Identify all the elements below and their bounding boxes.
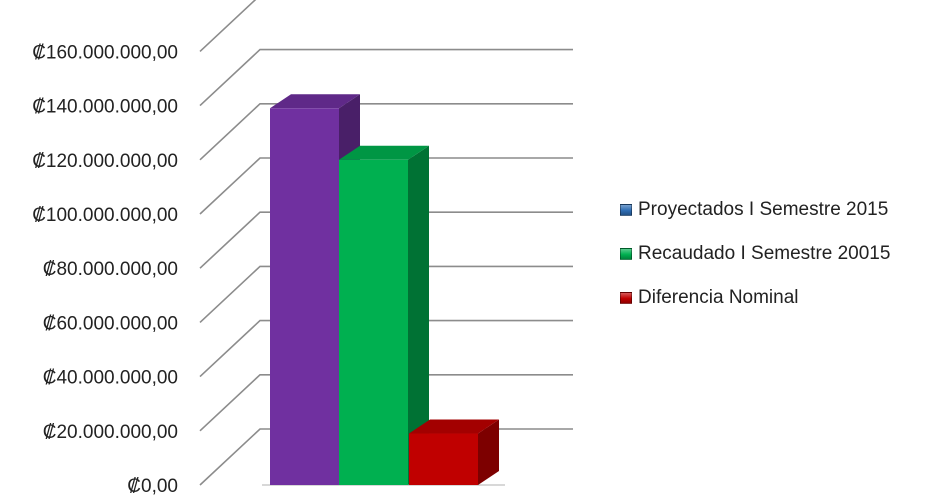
y-tick-label: ₡20.000.000,00	[43, 422, 178, 443]
y-tick-label: ₡40.000.000,00	[43, 368, 178, 389]
y-tick-label: ₡80.000.000,00	[43, 259, 178, 280]
bar	[409, 419, 499, 485]
gridlines	[199, 0, 573, 486]
gridline	[199, 48, 573, 107]
bar-top	[409, 419, 499, 434]
bar-top	[339, 145, 429, 160]
y-tick-label: ₡120.000.000,00	[32, 151, 178, 172]
bar-side	[478, 419, 499, 485]
y-tick-label: ₡0,00	[127, 476, 178, 497]
legend: Proyectados I Semestre 2015 Recaudado I …	[620, 198, 890, 330]
y-tick-label: ₡100.000.000,00	[32, 205, 178, 226]
legend-item-proyectados: Proyectados I Semestre 2015	[620, 198, 890, 222]
gridline	[199, 319, 573, 378]
bar-front	[270, 108, 339, 485]
bar-side	[408, 145, 429, 486]
y-tick-label: ₡160.000.000,00	[32, 42, 178, 63]
y-tick-label: ₡60.000.000,00	[43, 313, 178, 334]
y-axis-ticks: ₡0,00 ₡20.000.000,00 ₡40.000.000,00 ₡60.000…	[32, 42, 178, 497]
legend-label-proyectados: Proyectados I Semestre 2015	[638, 199, 889, 220]
chart-area: ₡0,00 ₡20.000.000,00 ₡40.000.000,00 ₡60.000…	[32, 0, 573, 497]
gridline	[199, 157, 573, 215]
y-tick-label: ₡140.000.000,00	[32, 97, 178, 118]
legend-item-diferencia: Diferencia Nominal	[620, 286, 890, 310]
legend-swatch-proyectados	[620, 204, 632, 216]
bar	[339, 145, 429, 486]
bar-top	[270, 94, 360, 109]
legend-swatch-diferencia	[620, 292, 632, 304]
gridline	[199, 373, 573, 432]
gridline	[199, 265, 573, 323]
legend-item-recaudado: Recaudado I Semestre 20015	[620, 242, 890, 266]
bars	[270, 94, 499, 486]
legend-swatch-recaudado	[620, 248, 632, 260]
gridline	[199, 211, 573, 269]
gridline	[199, 103, 573, 161]
legend-label-recaudado: Recaudado I Semestre 20015	[638, 243, 891, 264]
bar-front	[339, 159, 408, 486]
bar-front	[409, 433, 478, 485]
legend-label-diferencia: Diferencia Nominal	[638, 287, 799, 308]
gridline	[199, 0, 257, 52]
